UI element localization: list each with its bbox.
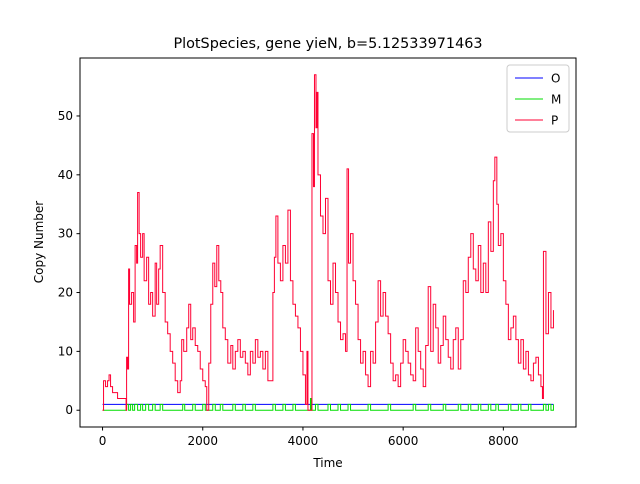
y-tick-label: 30 [58, 227, 73, 241]
y-tick-label: 50 [58, 109, 73, 123]
series-line [102, 74, 554, 411]
plot-frame [79, 57, 577, 428]
x-tick-label: 6000 [388, 434, 419, 448]
x-tick-label: 8000 [488, 434, 519, 448]
series-line [102, 397, 554, 411]
legend-label: M [551, 93, 561, 107]
y-tick-label: 40 [58, 168, 73, 182]
x-tick-label: 0 [99, 434, 107, 448]
x-tick-label: 2000 [187, 434, 218, 448]
x-axis-label: Time [312, 456, 342, 470]
chart-title: PlotSpecies, gene yieN, b=5.12533971463 [173, 36, 482, 52]
legend-label: O [551, 72, 560, 86]
y-tick-label: 20 [58, 286, 73, 300]
y-axis-label: Copy Number [32, 201, 46, 284]
y-tick-label: 0 [65, 403, 73, 417]
x-tick-label: 4000 [288, 434, 319, 448]
legend-label: P [551, 114, 558, 128]
y-tick-label: 10 [58, 344, 73, 358]
